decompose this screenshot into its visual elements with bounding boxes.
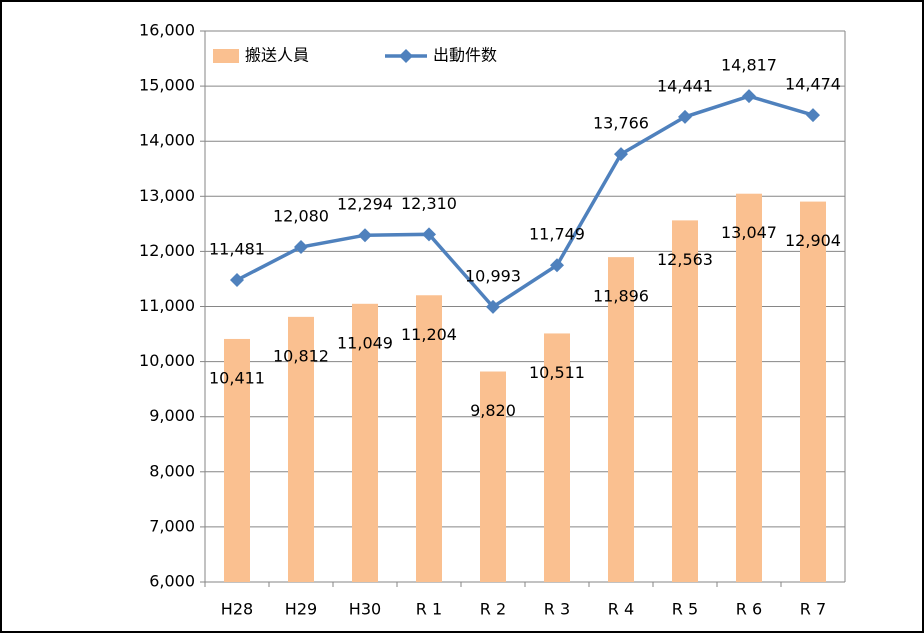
x-tick-label: R 2 [480, 600, 506, 619]
x-tick-label: H30 [349, 600, 381, 619]
y-tick-label: 11,000 [139, 296, 195, 315]
x-tick-label: H29 [285, 600, 317, 619]
y-tick-label: 8,000 [149, 461, 195, 480]
legend-swatch [213, 49, 239, 63]
y-tick-label: 15,000 [139, 76, 195, 95]
legend-label: 搬送人員 [245, 46, 309, 65]
line-marker [806, 108, 820, 123]
y-tick-label: 6,000 [149, 572, 195, 591]
y-tick-label: 13,000 [139, 186, 195, 205]
bar [480, 371, 506, 582]
bar-value-label: 10,812 [273, 346, 329, 365]
y-tick-label: 14,000 [139, 131, 195, 150]
bar-value-label: 11,896 [593, 287, 649, 306]
line-marker [742, 89, 756, 104]
bar [288, 316, 314, 582]
y-tick-label: 7,000 [149, 516, 195, 535]
line-value-label: 10,993 [465, 266, 521, 285]
bar-value-label: 10,511 [529, 363, 585, 382]
line-marker [422, 227, 436, 242]
line-marker [294, 239, 308, 254]
bar [352, 303, 378, 582]
bar [224, 338, 250, 582]
line-value-label: 12,310 [401, 194, 457, 213]
line [236, 94, 814, 310]
x-tick-label: H28 [221, 600, 253, 619]
line-value-label: 14,817 [721, 56, 777, 75]
bar-value-label: 12,563 [657, 250, 713, 269]
x-tick-label: R 7 [800, 600, 826, 619]
bar [800, 201, 826, 582]
y-tick-label: 12,000 [139, 241, 195, 260]
line-marker [486, 299, 500, 314]
x-tick-label: R 6 [736, 600, 762, 619]
x-tick-label: R 4 [608, 600, 634, 619]
line-marker [614, 147, 628, 162]
bar-value-label: 11,204 [401, 325, 457, 344]
bar [416, 295, 442, 582]
line-marker [550, 258, 564, 273]
bar-value-label: 12,904 [785, 231, 841, 250]
bar-value-label: 10,411 [209, 368, 265, 387]
line-value-label: 14,441 [657, 76, 713, 95]
x-tick-label: R 1 [416, 600, 442, 619]
x-tick-label: R 5 [672, 600, 698, 619]
line-marker [678, 109, 692, 124]
bar [672, 220, 698, 582]
bar [736, 193, 762, 582]
y-tick-label: 10,000 [139, 351, 195, 370]
line-value-label: 13,766 [593, 114, 649, 133]
line-marker [230, 272, 244, 287]
bar-value-label: 9,820 [470, 401, 516, 420]
bar-value-label: 11,049 [337, 333, 393, 352]
line-value-label: 11,749 [529, 225, 585, 244]
legend-marker [399, 49, 413, 63]
x-tick-label: R 3 [544, 600, 570, 619]
line-marker [358, 228, 372, 243]
bar-value-label: 13,047 [721, 223, 777, 242]
y-tick-label: 16,000 [139, 21, 195, 40]
line-value-label: 11,481 [209, 239, 265, 258]
y-tick-label: 9,000 [149, 406, 195, 425]
line-value-label: 12,080 [273, 206, 329, 225]
line-value-label: 12,294 [337, 195, 393, 214]
line-value-label: 14,474 [785, 75, 841, 94]
bar [544, 333, 570, 582]
legend-label: 出動件数 [433, 46, 497, 65]
bar [608, 257, 634, 582]
